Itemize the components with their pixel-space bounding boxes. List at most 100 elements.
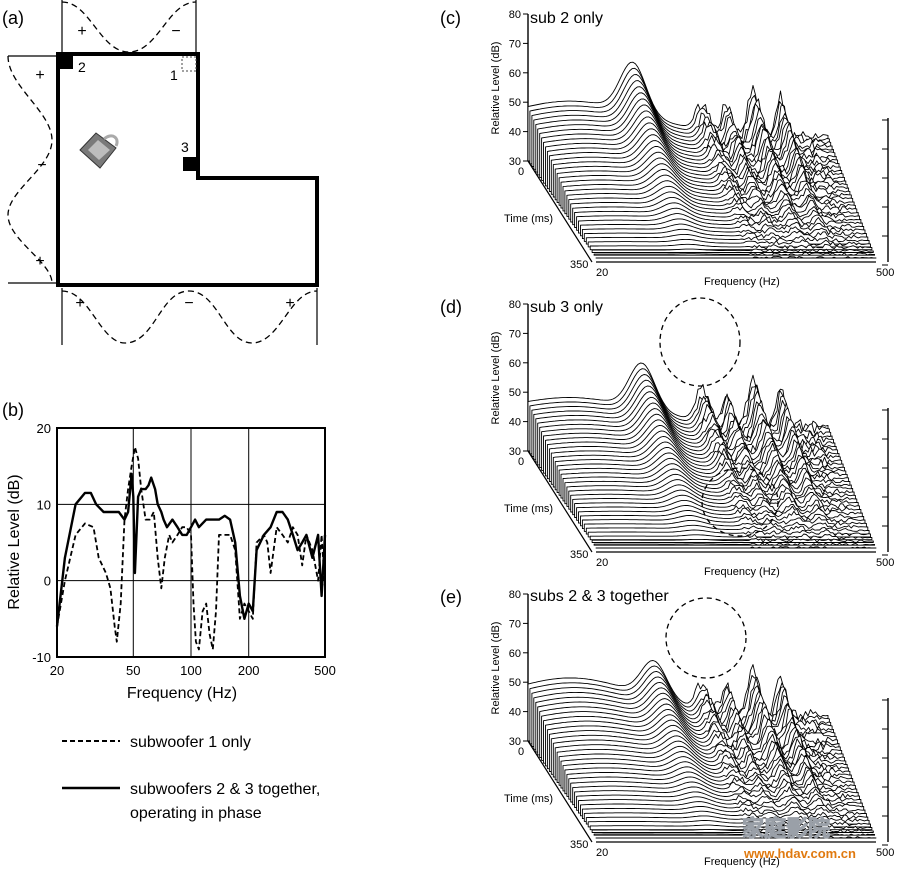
chart-b-xlabel: Frequency (Hz) (127, 685, 237, 702)
subwoofer-3-label: 3 (181, 139, 189, 155)
level-tick-label: 70 (509, 38, 521, 50)
highlight-circle (665, 597, 747, 679)
panel-e-title: subs 2 & 3 together (530, 588, 669, 605)
x-tick-label: 100 (180, 663, 202, 678)
series-line-subwoofer-1 (56, 446, 326, 651)
waterfall-trace (593, 542, 876, 546)
waterfall-time-axis (527, 740, 593, 843)
sign-top-1: + (77, 23, 86, 40)
panel-c-letter: (c) (440, 8, 461, 28)
subwoofer-2-label: 2 (78, 59, 86, 75)
waterfall-trace (595, 255, 877, 259)
level-tick-label: 60 (509, 648, 521, 660)
freq-end-label: 500 (876, 847, 894, 859)
subwoofer-2 (59, 55, 73, 69)
time-end-label: 350 (570, 839, 588, 851)
time-start-label: 0 (518, 456, 524, 468)
waterfall-ylabel: Relative Level (dB) (490, 622, 502, 715)
panel-b: (b) 20 50 100 200 500 -10 0 10 20 Frequency (Hz)… (2, 400, 336, 822)
series-line-subwoofers-2-3 (55, 472, 327, 627)
waterfall-trace (595, 835, 877, 839)
y-tick-label: -10 (32, 650, 51, 665)
time-end-label: 350 (570, 549, 588, 561)
chart-b-ticks: 20 50 100 200 500 -10 0 10 20 (32, 421, 336, 678)
waterfall-traces (527, 660, 877, 839)
mode-shape-top (61, 1, 197, 53)
highlight-circle (659, 297, 741, 387)
time-start-label: 0 (518, 746, 524, 758)
sign-top-2: − (171, 23, 180, 40)
legend-solid-label-1: subwoofers 2 & 3 together, (130, 781, 320, 798)
x-tick-label: 20 (50, 663, 64, 678)
panel-a: (a) + − + − + + − + 2 1 3 (2, 0, 319, 345)
waterfall-trace (587, 238, 871, 248)
waterfall-ylabel: Relative Level (dB) (490, 332, 502, 425)
level-tick-label: 40 (509, 707, 521, 719)
panel-d: (d) sub 3 only 80 70 60 50 40 30 Relative Leve… (440, 297, 894, 578)
level-tick-label: 80 (509, 9, 521, 21)
panel-e-letter: (e) (440, 587, 462, 607)
waterfall-xlabel: Frequency (Hz) (704, 566, 780, 578)
freq-end-label: 500 (876, 267, 894, 279)
mode-shape-left (7, 55, 53, 284)
subwoofer-3 (183, 157, 197, 171)
panel-b-letter: (b) (2, 400, 24, 420)
waterfall-time-axis (527, 450, 593, 553)
mode-shape-bottom (61, 290, 318, 344)
time-start-label: 0 (518, 166, 524, 178)
x-tick-label: 50 (126, 663, 140, 678)
x-tick-label: 500 (314, 663, 336, 678)
watermark-logo: 家庭影院 (742, 816, 830, 841)
level-tick-label: 30 (509, 446, 521, 458)
y-tick-label: 20 (37, 421, 51, 436)
waterfall-trace (595, 546, 877, 549)
waterfall-xlabel: Frequency (Hz) (704, 856, 780, 868)
sign-left-2: − (37, 157, 46, 174)
waterfall-trace (593, 252, 876, 256)
legend-solid-label-2: operating in phase (130, 805, 262, 822)
level-tick-label: 30 (509, 736, 521, 748)
level-tick-label: 30 (509, 156, 521, 168)
subwoofer-1 (181, 56, 197, 72)
level-tick-label: 70 (509, 328, 521, 340)
room-outline (56, 52, 319, 287)
waterfall-trace (591, 538, 874, 543)
level-tick-label: 80 (509, 299, 521, 311)
panel-c: (c) sub 2 only 80 70 60 50 40 30 Relative Leve… (440, 8, 894, 288)
legend-dashed-label: subwoofer 1 only (130, 734, 251, 751)
freq-start-label: 20 (596, 847, 608, 859)
waterfall-trace (591, 248, 874, 253)
level-tick-label: 60 (509, 358, 521, 370)
panel-d-letter: (d) (440, 297, 462, 317)
y-tick-label: 0 (44, 574, 51, 589)
watermark-url: www.hdav.com.cn (743, 846, 856, 861)
sign-left-1: + (35, 67, 44, 84)
level-tick-label: 60 (509, 68, 521, 80)
sign-bottom-1: + (75, 295, 84, 312)
chart-b-grid (57, 428, 325, 657)
sign-bottom-3: + (285, 295, 294, 312)
y-tick-label: 10 (37, 497, 51, 512)
chart-b-frame (56, 427, 326, 658)
waterfall-trace (589, 533, 873, 541)
x-tick-label: 200 (238, 663, 260, 678)
subwoofer-1-label: 1 (170, 67, 178, 83)
level-tick-label: 70 (509, 618, 521, 630)
panel-d-title: sub 3 only (530, 299, 603, 316)
waterfall-trace (587, 529, 871, 538)
sign-left-3: + (35, 253, 44, 270)
level-tick-label: 80 (509, 589, 521, 601)
chart-b-series (55, 446, 327, 651)
waterfall-trace (593, 832, 876, 836)
waterfall-zlabel: Time (ms) (504, 503, 553, 515)
freq-start-label: 20 (596, 557, 608, 569)
panel-a-letter: (a) (2, 8, 24, 28)
freq-start-label: 20 (596, 267, 608, 279)
waterfall-zlabel: Time (ms) (504, 213, 553, 225)
waterfall-traces (527, 362, 877, 549)
waterfall-time-axis (527, 160, 593, 263)
waterfall-traces (527, 61, 877, 259)
panel-e: (e) subs 2 & 3 together 80 70 60 50 40 30 Rela… (440, 587, 894, 868)
listener-chair-icon (79, 132, 119, 169)
